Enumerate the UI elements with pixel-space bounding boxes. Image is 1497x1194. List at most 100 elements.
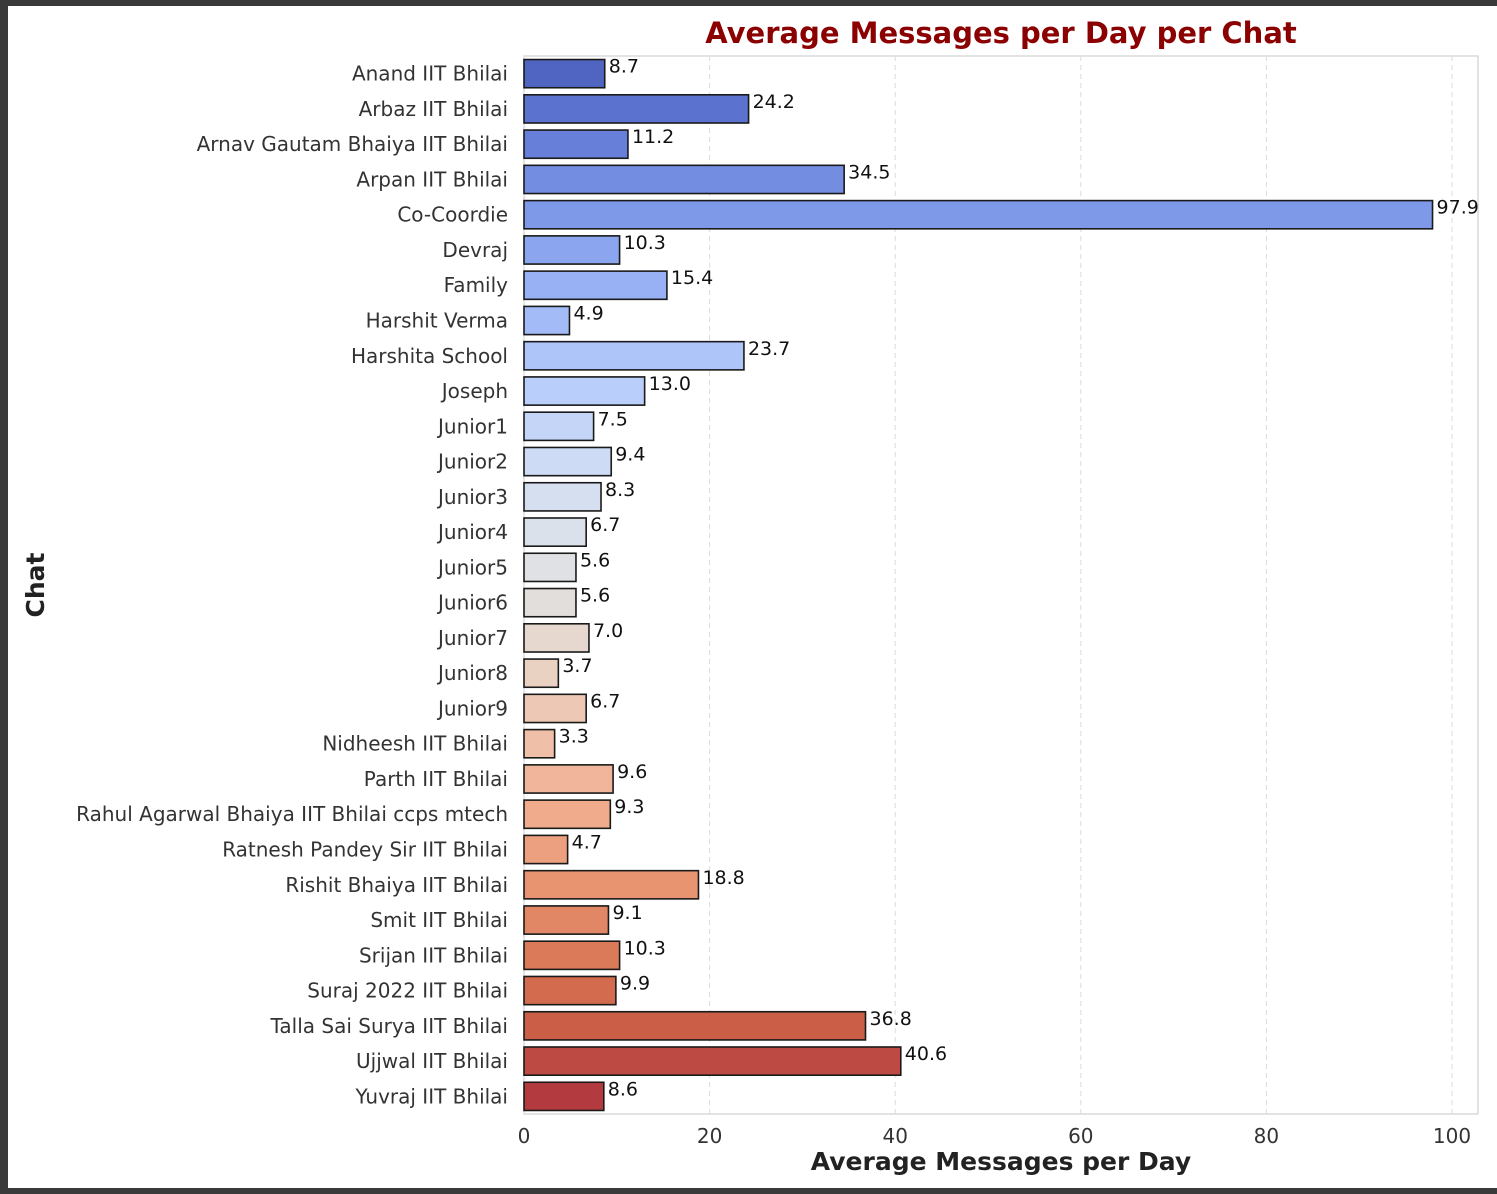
bar: [523, 235, 621, 265]
data-label: 18.8: [702, 867, 744, 889]
category-labels: Anand IIT Bhilai Arbaz IIT Bhilai Arnav Ga…: [76, 62, 508, 1109]
data-label: 11.2: [632, 126, 674, 148]
data-label: 5.6: [580, 549, 610, 571]
bar: [523, 270, 668, 301]
bar: [523, 1046, 902, 1077]
bar: [523, 905, 610, 935]
category-label: Ratnesh Pandey Sir IIT Bhilai: [222, 838, 508, 862]
category-label: Junior8: [436, 661, 508, 685]
bar: [523, 869, 700, 900]
category-label: Parth IIT Bhilai: [364, 767, 508, 791]
category-label: Yuvraj IIT Bhilai: [354, 1084, 508, 1108]
x-tick-label: 40: [882, 1124, 907, 1148]
category-label: Harshita School: [351, 344, 508, 368]
bar: [523, 481, 602, 512]
data-label: 15.4: [671, 267, 713, 289]
data-label: 97.9: [1437, 197, 1479, 219]
x-tick-label: 60: [1068, 1124, 1093, 1148]
data-label: 9.3: [614, 796, 644, 818]
data-label: 23.7: [748, 338, 790, 360]
value-labels: 8.724.211.234.597.910.315.44.923.713.07.…: [559, 56, 1479, 1101]
data-label: 9.9: [620, 973, 650, 995]
bar: [523, 728, 556, 759]
data-label: 9.1: [612, 902, 642, 924]
data-label: 6.7: [590, 514, 620, 536]
category-label: Srijan IIT Bhilai: [359, 943, 508, 967]
category-label: Smit IIT Bhilai: [370, 908, 508, 932]
bar: [523, 764, 614, 794]
category-label: Junior7: [436, 626, 508, 650]
bar: [523, 1010, 867, 1041]
data-label: 3.7: [562, 655, 592, 677]
category-label: Junior4: [436, 520, 508, 544]
bar: [523, 1081, 605, 1112]
data-label: 7.5: [598, 408, 628, 430]
category-label: Devraj: [442, 238, 508, 262]
category-label: Junior3: [436, 485, 508, 509]
bar: [523, 587, 577, 618]
data-label: 9.6: [617, 761, 647, 783]
category-label: Nidheesh IIT Bhilai: [322, 732, 508, 756]
category-label: Co-Coordie: [397, 203, 508, 227]
chart-frame: 8.7 24.2 11.2 34.5 97.9 10.3 15.4 4.9 23.7 13.0 7.…: [8, 6, 1497, 1188]
category-label: Junior1: [436, 414, 508, 438]
data-label: 8.3: [605, 479, 635, 501]
bar: [523, 446, 613, 477]
category-label: Talla Sai Surya IIT Bhilai: [270, 1014, 509, 1038]
category-label: Arbaz IIT Bhilai: [359, 97, 508, 121]
bar: [523, 834, 569, 865]
data-label: 5.6: [580, 585, 610, 607]
bar: [523, 622, 590, 653]
data-label: 4.7: [572, 832, 602, 854]
bar-chart: 8.724.211.234.597.910.315.44.923.713.07.…: [21, 16, 1479, 1176]
bar: [523, 305, 571, 336]
bar: [523, 799, 612, 830]
category-label: Arnav Gautam Bhaiya IIT Bhilai: [197, 132, 508, 156]
bar: [523, 411, 595, 442]
data-label: 36.8: [870, 1008, 912, 1030]
bar: [523, 340, 745, 371]
bars: [523, 58, 1434, 1112]
bar: [523, 552, 577, 583]
data-label: 40.6: [905, 1043, 947, 1065]
bar: [523, 129, 629, 160]
x-tick-label: 80: [1254, 1124, 1279, 1148]
category-label: Rahul Agarwal Bhaiya IIT Bhilai ccps mte…: [76, 802, 508, 826]
x-tick-labels: 0 20 40 60 80 100: [518, 1124, 1471, 1148]
data-label: 4.9: [573, 303, 603, 325]
bar: [523, 693, 587, 724]
bar: [523, 93, 750, 124]
category-label: Junior5: [436, 555, 508, 579]
plot-area: [523, 55, 1479, 1115]
data-label: 24.2: [753, 91, 795, 113]
data-label: 10.3: [624, 937, 666, 959]
data-label: 6.7: [590, 690, 620, 712]
category-label: Ujjwal IIT Bhilai: [356, 1049, 508, 1073]
bar: [523, 975, 617, 1006]
category-label: Arpan IIT Bhilai: [356, 167, 508, 191]
category-label: Family: [444, 273, 509, 297]
data-label: 8.6: [608, 1078, 638, 1100]
bar: [523, 58, 606, 89]
category-label: Harshit Verma: [366, 309, 508, 333]
data-label: 34.5: [848, 161, 890, 183]
x-tick-label: 0: [518, 1124, 531, 1148]
x-tick-label: 20: [697, 1124, 722, 1148]
data-label: 13.0: [649, 373, 691, 395]
bar: [523, 517, 587, 548]
category-label: Anand IIT Bhilai: [352, 62, 508, 86]
data-label: 10.3: [624, 232, 666, 254]
bar: [523, 164, 845, 195]
category-label: Suraj 2022 IIT Bhilai: [307, 979, 508, 1003]
category-label: Junior2: [436, 450, 508, 474]
category-label: Joseph: [440, 379, 508, 403]
data-label: 9.4: [615, 444, 645, 466]
x-axis-title: Average Messages per Day: [811, 1147, 1191, 1176]
bar: [523, 940, 621, 971]
bar: [523, 658, 560, 689]
bar: [523, 199, 1434, 230]
data-label: 3.3: [559, 726, 589, 748]
category-label: Rishit Bhaiya IIT Bhilai: [285, 873, 508, 897]
data-label: 8.7: [609, 56, 639, 78]
data-label: 7.0: [593, 620, 623, 642]
